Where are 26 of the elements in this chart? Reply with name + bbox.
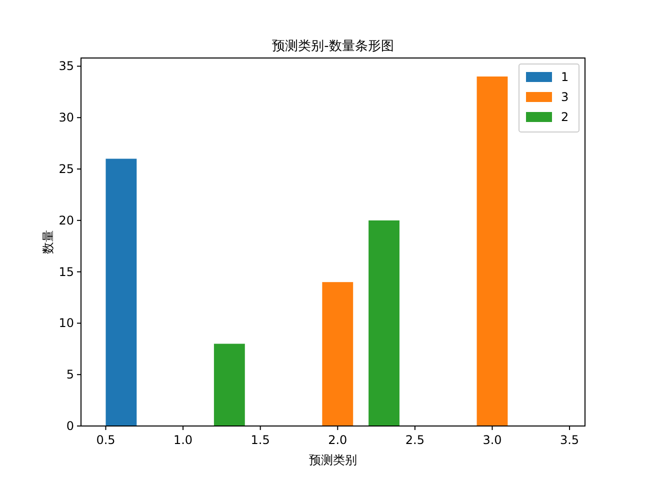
x-tick-label: 0.5 <box>96 433 116 447</box>
y-tick-label: 0 <box>66 419 74 433</box>
y-tick-label: 15 <box>58 264 74 279</box>
bar <box>368 220 400 426</box>
legend-label: 1 <box>561 70 569 84</box>
legend-label: 3 <box>561 90 569 104</box>
x-tick-label: 3.0 <box>482 433 502 447</box>
bar <box>322 282 354 426</box>
chart-title: 预测类别-数量条形图 <box>272 39 394 54</box>
x-tick-label: 2.5 <box>405 433 424 447</box>
y-tick-label: 25 <box>58 162 74 176</box>
bar <box>214 344 245 426</box>
y-axis-title: 数量 <box>41 230 55 254</box>
x-axis-title: 预测类别 <box>309 453 357 467</box>
bar <box>476 76 508 426</box>
y-tick-label: 20 <box>58 213 74 228</box>
y-tick-label: 5 <box>66 368 74 382</box>
x-tick-label: 2.0 <box>328 433 348 447</box>
x-tick-label: 3.5 <box>560 433 580 447</box>
x-tick-label: 1.0 <box>173 433 193 447</box>
y-tick-label: 30 <box>58 110 74 125</box>
bar <box>106 158 137 426</box>
legend-label: 2 <box>561 110 569 124</box>
y-tick-label: 10 <box>58 316 74 330</box>
x-tick-label: 1.5 <box>250 433 270 447</box>
y-tick-label: 35 <box>58 59 74 74</box>
